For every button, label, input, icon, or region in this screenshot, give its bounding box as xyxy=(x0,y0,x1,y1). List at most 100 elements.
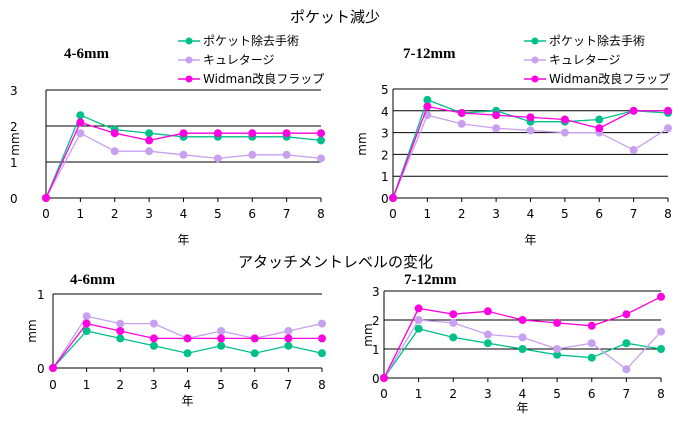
y-axis-label: mm xyxy=(355,132,369,155)
legend-item: ポケット除去手術 xyxy=(524,31,670,50)
x-tick-label: 5 xyxy=(214,207,222,221)
data-point xyxy=(149,319,158,328)
data-point xyxy=(318,319,326,328)
data-point xyxy=(82,319,91,328)
data-point xyxy=(457,108,466,117)
data-point xyxy=(664,124,672,133)
data-point xyxy=(284,334,293,343)
legend-marker-icon xyxy=(524,37,546,44)
y-tick-label: 2 xyxy=(372,314,380,328)
legend-left: ポケット除去手術 キュレタージ Widman改良フラップ xyxy=(178,31,324,88)
data-point xyxy=(284,341,293,350)
data-point xyxy=(518,316,527,324)
data-point xyxy=(587,339,596,348)
data-point xyxy=(42,194,50,202)
series-line xyxy=(52,322,322,369)
data-point xyxy=(149,334,158,343)
data-point xyxy=(664,106,672,115)
data-point xyxy=(518,345,527,353)
x-tick-label: 2 xyxy=(111,207,119,221)
legend-marker-icon xyxy=(524,75,546,82)
legend-item: ポケット除去手術 xyxy=(178,31,324,50)
legend-item: キュレタージ xyxy=(178,50,324,69)
data-point xyxy=(629,146,638,155)
data-point xyxy=(110,147,119,156)
data-point xyxy=(483,307,492,316)
y-axis-label: mm xyxy=(361,323,375,346)
data-point xyxy=(110,129,119,138)
data-point xyxy=(595,124,604,133)
data-point xyxy=(449,318,458,327)
data-point xyxy=(657,345,665,353)
data-point xyxy=(82,327,91,335)
x-tick-label: 0 xyxy=(389,207,397,221)
y-tick-label: 4 xyxy=(381,105,389,119)
y-tick-label: 1 xyxy=(37,288,45,302)
data-point xyxy=(217,327,226,335)
x-axis-label: 年 xyxy=(524,233,536,247)
data-point xyxy=(389,194,397,202)
data-point xyxy=(629,106,638,115)
x-tick-label: 1 xyxy=(83,378,91,392)
x-tick-label: 5 xyxy=(553,387,561,401)
chart-title-pocket-4-6: 4-6mm xyxy=(64,46,109,62)
data-point xyxy=(449,333,458,342)
x-tick-label: 6 xyxy=(248,207,256,221)
data-point xyxy=(622,310,631,319)
legend-marker-icon xyxy=(524,56,546,63)
y-axis-label: mm xyxy=(8,132,22,155)
data-point xyxy=(595,115,604,124)
data-point xyxy=(414,324,423,333)
x-tick-label: 7 xyxy=(285,378,293,392)
legend-marker-icon xyxy=(178,37,200,44)
data-point xyxy=(587,321,596,330)
data-point xyxy=(183,334,192,343)
x-tick-label: 0 xyxy=(49,378,57,392)
legend-item: Widman改良フラップ xyxy=(524,69,670,88)
y-tick-label: 2 xyxy=(10,120,18,134)
data-point xyxy=(284,327,293,335)
data-point xyxy=(116,319,125,328)
data-point xyxy=(526,113,535,122)
y-axis-label: mm xyxy=(25,319,39,342)
x-tick-label: 6 xyxy=(595,207,603,221)
data-point xyxy=(250,334,259,343)
data-point xyxy=(492,111,501,120)
data-point xyxy=(248,129,257,138)
data-point xyxy=(457,119,466,128)
y-tick-label: 0 xyxy=(372,372,380,386)
data-point xyxy=(449,310,458,319)
legend-marker-icon xyxy=(178,56,200,63)
y-tick-label: 0 xyxy=(37,362,45,376)
data-point xyxy=(179,129,188,138)
data-point xyxy=(213,129,222,138)
data-point xyxy=(560,115,569,124)
x-tick-label: 3 xyxy=(150,378,158,392)
x-axis-label: 年 xyxy=(516,401,528,415)
pocket-section-title: ポケット減少 xyxy=(290,8,381,26)
data-point xyxy=(560,128,569,137)
data-point xyxy=(492,124,501,133)
data-point xyxy=(149,341,158,350)
data-point xyxy=(116,334,125,343)
data-point xyxy=(76,129,85,138)
data-point xyxy=(380,374,388,382)
legend-label: Widman改良フラップ xyxy=(203,72,325,86)
legend-label: キュレタージ xyxy=(549,53,621,67)
x-tick-label: 3 xyxy=(492,207,500,221)
data-point xyxy=(183,349,192,358)
legend-label: キュレタージ xyxy=(203,53,275,67)
y-tick-label: 5 xyxy=(381,83,389,97)
x-tick-label: 8 xyxy=(664,207,672,221)
data-point xyxy=(49,364,57,372)
x-tick-label: 0 xyxy=(42,207,50,221)
x-tick-label: 7 xyxy=(283,207,291,221)
data-point xyxy=(526,126,535,135)
y-tick-label: 3 xyxy=(10,84,18,98)
data-point xyxy=(76,118,85,127)
x-tick-label: 6 xyxy=(251,378,259,392)
y-tick-label: 2 xyxy=(381,148,389,162)
x-axis-label: 年 xyxy=(177,233,189,247)
legend-item: Widman改良フラップ xyxy=(178,69,324,88)
